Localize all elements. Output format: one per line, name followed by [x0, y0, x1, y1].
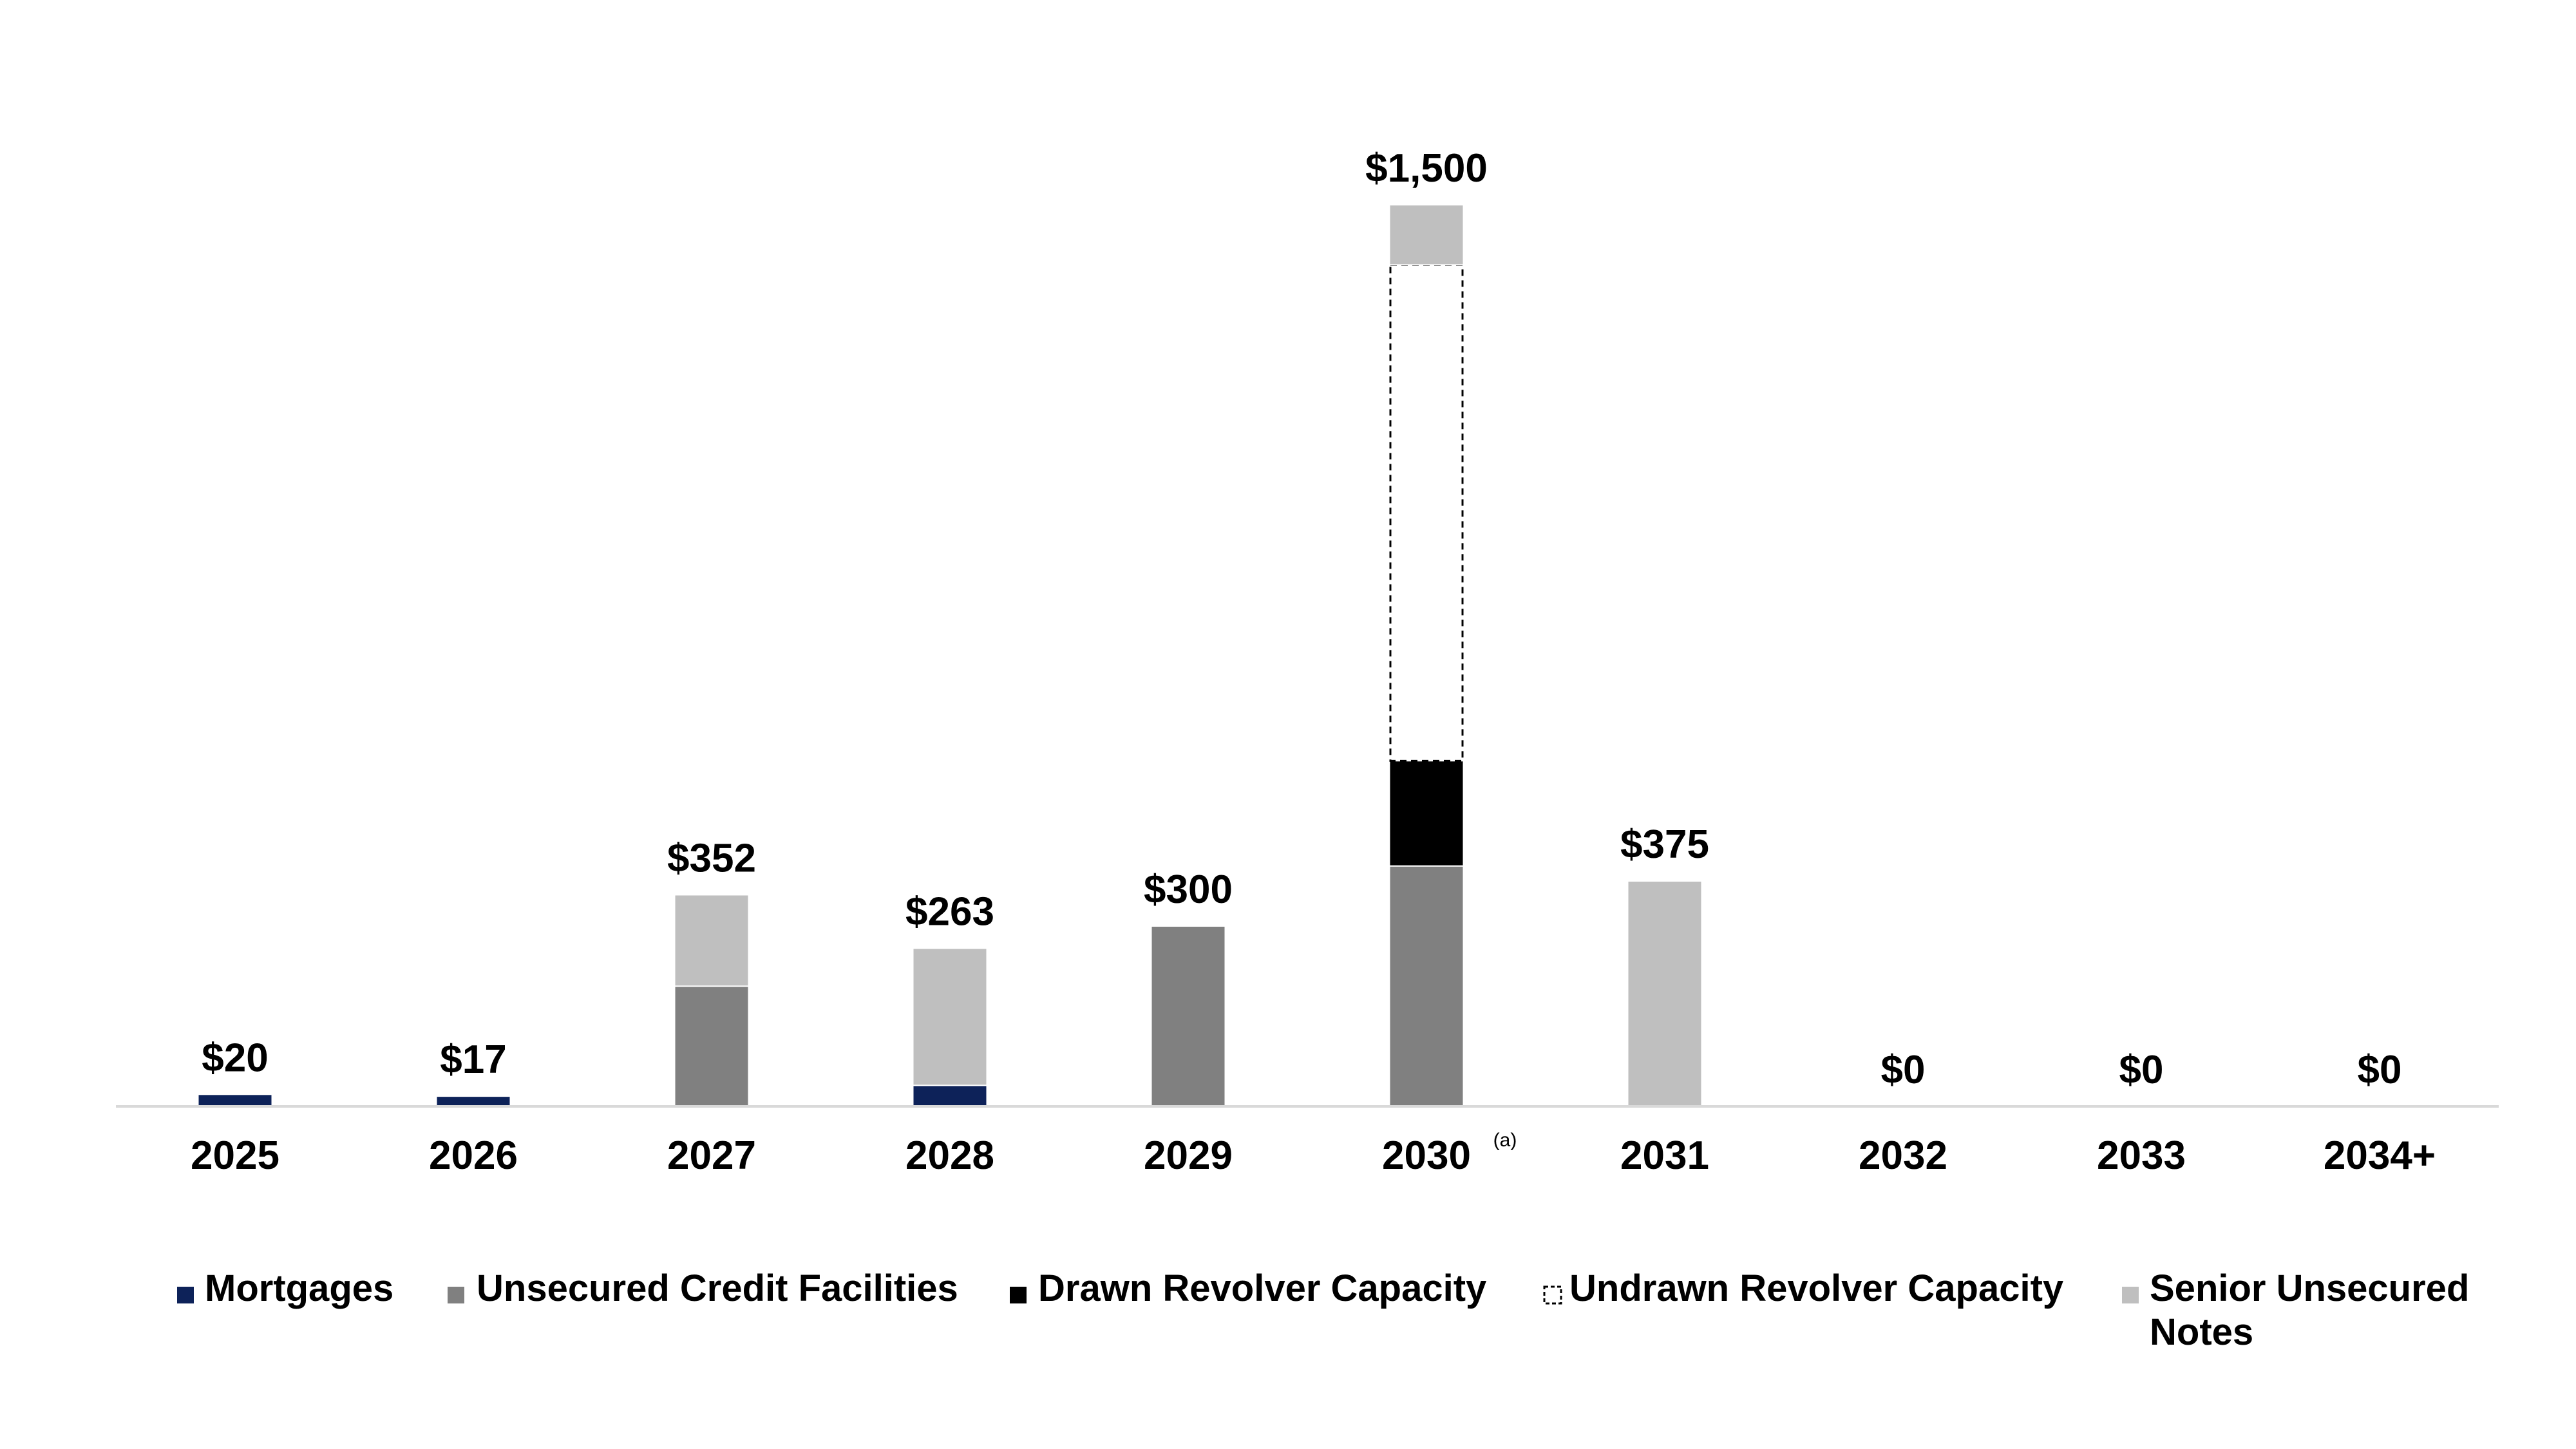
category-label-2030: 2030 [1382, 1133, 1471, 1178]
legend-label-undrawn-revolver-capacity: Undrawn Revolver Capacity [1569, 1267, 2063, 1309]
total-labels: $20 $17 $352 $263 $300 $1,500 $375 $0 $0 $0 [202, 146, 2401, 1092]
total-label-2032: $0 [1881, 1048, 1926, 1092]
total-label-2025: $20 [202, 1036, 268, 1080]
total-label-2031: $375 [1620, 822, 1709, 867]
bar-unsecured-credit-facilities-2029 [1150, 925, 1226, 1107]
bar-senior-unsecured-notes-2030 [1388, 204, 1464, 266]
category-label-2029: 2029 [1144, 1133, 1233, 1178]
legend-swatch-undrawn-revolver-capacity [1543, 1285, 1562, 1305]
bar-senior-unsecured-notes-2028 [912, 947, 988, 1086]
category-labels: 2025 2026 2027 2028 2029 2030 (a) 2031 2032 2033 2… [191, 1130, 2436, 1178]
category-label-2028: 2028 [905, 1133, 994, 1178]
category-label-2026: 2026 [429, 1133, 518, 1178]
legend-swatch-senior-unsecured-notes [2122, 1287, 2139, 1303]
total-label-2033: $0 [2119, 1048, 2164, 1092]
legend-label-drawn-revolver-capacity: Drawn Revolver Capacity [1038, 1267, 1486, 1309]
total-label-2028: $263 [905, 890, 994, 934]
bar-undrawn-revolver-capacity-2030 [1389, 263, 1464, 762]
category-label-2034: 2034+ [2324, 1133, 2436, 1178]
category-label-2033: 2033 [2097, 1133, 2186, 1178]
category-label-2031: 2031 [1620, 1133, 1709, 1178]
total-label-2026: $17 [440, 1037, 506, 1082]
bar-mortgages-2026 [435, 1095, 511, 1107]
legend-label-senior-unsecured-notes: Senior Unsecured Notes [2150, 1267, 2469, 1353]
bar-mortgages-2028 [912, 1084, 988, 1108]
bar-drawn-revolver-capacity-2030 [1388, 760, 1464, 867]
legend-swatch-drawn-revolver-capacity [1010, 1287, 1027, 1303]
category-label-2027: 2027 [667, 1133, 756, 1178]
legend: Mortgages Unsecured Credit Facilities Draw… [177, 1267, 2469, 1353]
footnote-marker-2030: (a) [1493, 1130, 1517, 1151]
total-label-2034: $0 [2358, 1048, 2402, 1092]
legend-swatch-mortgages [177, 1287, 194, 1303]
legend-label-unsecured-credit-facilities: Unsecured Credit Facilities [477, 1267, 958, 1309]
total-label-2029: $300 [1144, 867, 1233, 912]
total-label-2030: $1,500 [1365, 146, 1488, 191]
legend-swatch-unsecured-credit-facilities [448, 1287, 464, 1303]
bar-layer [197, 204, 1703, 1108]
legend-label-mortgages: Mortgages [205, 1267, 393, 1309]
bar-unsecured-credit-facilities-2030 [1388, 865, 1464, 1107]
bar-senior-unsecured-notes-2031 [1627, 880, 1703, 1107]
category-label-2032: 2032 [1859, 1133, 1947, 1178]
bar-unsecured-credit-facilities-2027 [674, 985, 750, 1108]
total-label-2027: $352 [667, 836, 756, 880]
category-label-2025: 2025 [191, 1133, 279, 1178]
bar-senior-unsecured-notes-2027 [674, 894, 750, 987]
bar-mortgages-2025 [197, 1094, 273, 1108]
